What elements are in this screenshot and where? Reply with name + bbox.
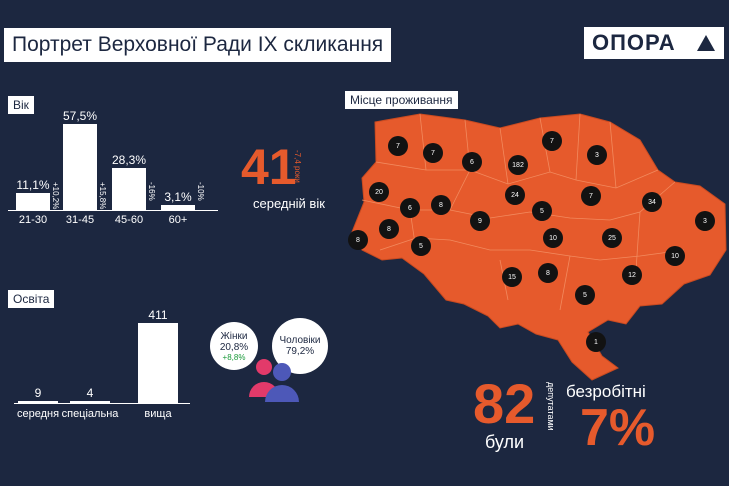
region-marker: 10 xyxy=(665,246,685,266)
region-marker: 8 xyxy=(348,230,368,250)
region-marker: 5 xyxy=(575,285,595,305)
education-value-label-1: 4 xyxy=(86,386,94,400)
average-age-label: середній вік xyxy=(253,196,325,211)
region-marker: 3 xyxy=(587,145,607,165)
unemployed-percent: 7% xyxy=(580,399,656,457)
region-marker: 7 xyxy=(388,136,408,156)
region-marker: 34 xyxy=(642,192,662,212)
age-category-0: 21-30 xyxy=(18,214,48,226)
age-category-3: 60+ xyxy=(168,214,188,226)
age-bar-chart: 11,1% 21-30 +10,2% 57,5% 31-45 +15,8% 28,3% 45-… xyxy=(0,109,220,230)
region-marker: 20 xyxy=(369,182,389,202)
men-value: 79,2% xyxy=(285,346,315,357)
average-age-value: 41 xyxy=(241,139,297,195)
region-marker: 1 xyxy=(586,332,606,352)
region-marker: 5 xyxy=(411,236,431,256)
education-value-label-0: 9 xyxy=(34,386,42,400)
unemployed-label: безробітні xyxy=(566,382,646,401)
men-circle: Чоловіки 79,2% xyxy=(272,318,328,374)
age-bar-3 xyxy=(161,205,195,210)
age-axis-line xyxy=(8,210,218,211)
age-category-2: 45-60 xyxy=(114,214,144,226)
region-marker: 15 xyxy=(502,267,522,287)
average-age-delta: -7,4 роки xyxy=(293,150,302,183)
unemployed-word-top: депутатами xyxy=(546,382,556,431)
age-value-label-3: 3,1% xyxy=(164,190,192,205)
women-circle: Жінки 20,8% +8,8% xyxy=(210,322,258,370)
age-bar-2 xyxy=(112,167,146,210)
region-marker: 8 xyxy=(538,263,558,283)
residence-section-label: Місце проживання xyxy=(345,91,458,109)
age-bar-0 xyxy=(16,193,50,210)
age-category-1: 31-45 xyxy=(65,214,95,226)
region-marker: 5 xyxy=(532,201,552,221)
women-label: Жінки xyxy=(220,330,248,342)
education-bar-0 xyxy=(18,401,58,403)
logo-text: ОПОРА xyxy=(592,30,676,55)
age-bar-1 xyxy=(63,124,97,210)
unemployed-word-bottom: були xyxy=(485,432,525,452)
education-axis-line xyxy=(14,403,190,404)
region-marker: 7 xyxy=(581,186,601,206)
region-marker: 6 xyxy=(400,198,420,218)
region-marker: 7 xyxy=(542,131,562,151)
region-marker: 182 xyxy=(508,155,528,175)
education-category-2: вища xyxy=(144,408,172,420)
age-value-label-2: 28,3% xyxy=(111,152,147,167)
region-marker: 7 xyxy=(423,143,443,163)
age-value-label-1: 57,5% xyxy=(62,109,98,123)
women-delta: +8,8% xyxy=(222,352,246,362)
education-category-0: середня xyxy=(16,408,60,420)
region-marker: 3 xyxy=(695,211,715,231)
age-section-label: Вік xyxy=(8,96,34,114)
region-marker: 12 xyxy=(622,265,642,285)
education-value-label-2: 411 xyxy=(148,308,168,322)
region-marker: 24 xyxy=(505,185,525,205)
unemployed-number: 82 xyxy=(473,372,536,435)
triangle-icon xyxy=(688,27,724,59)
region-marker: 10 xyxy=(543,228,563,248)
education-bar-2 xyxy=(138,323,178,403)
men-label: Чоловіки xyxy=(279,335,321,346)
people-icon xyxy=(246,352,302,407)
education-bar-chart: 9 середня 4 спеціальна 411 вища xyxy=(0,300,200,430)
region-marker: 9 xyxy=(470,211,490,231)
education-bar-1 xyxy=(70,401,110,403)
page-title: Портрет Верховної Ради IX скликання xyxy=(4,28,392,62)
age-value-label-0: 11,1% xyxy=(16,178,50,193)
opora-logo: ОПОРА xyxy=(584,27,724,59)
age-delta-3: -10% xyxy=(196,182,205,201)
region-marker: 6 xyxy=(462,152,482,172)
region-marker: 25 xyxy=(602,228,622,248)
education-category-1: спеціальна xyxy=(61,408,119,420)
age-delta-1: +15,8% xyxy=(98,182,107,210)
education-section-label: Освіта xyxy=(8,290,55,308)
women-value: 20,8% xyxy=(219,341,249,353)
age-delta-0: +10,2% xyxy=(51,182,60,210)
region-marker: 8 xyxy=(379,219,399,239)
region-marker: 8 xyxy=(431,195,451,215)
